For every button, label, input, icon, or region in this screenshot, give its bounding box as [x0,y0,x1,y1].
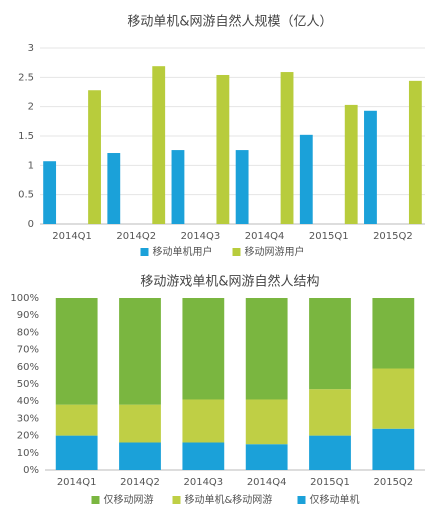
x-tick-label: 2015Q2 [373,231,413,242]
bar [344,104,358,224]
y-tick-label: 0.5 [18,190,34,201]
x-tick-label: 2015Q2 [373,477,413,488]
legend-label: 仅移动网游 [104,493,154,506]
bar-segment [55,404,98,436]
bar-segment [309,435,351,470]
x-tick-label: 2014Q3 [181,231,221,242]
y-tick-label: 1.5 [18,131,34,142]
legend-swatch [297,496,306,504]
bar [107,153,121,224]
bar-segment [119,298,161,405]
bar [235,150,249,224]
legend-label: 移动单机&移动网游 [185,493,273,506]
bar [43,161,57,224]
bar [171,150,185,224]
y-tick-label: 1 [28,160,34,171]
y-tick-label: 50% [17,379,39,390]
y-tick-label: 0 [28,219,34,230]
y-tick-label: 2.5 [18,72,34,83]
y-tick-label: 10% [17,448,39,459]
legend-swatch [172,496,181,504]
bar [216,74,230,224]
legend-swatch [91,496,100,504]
y-tick-label: 100% [10,293,39,304]
bar-segment [182,399,225,443]
bar-segment [245,298,288,400]
bar-segment [372,368,415,429]
y-tick-label: 30% [17,413,39,424]
y-tick-label: 70% [17,345,39,356]
x-tick-label: 2014Q1 [57,477,97,488]
y-tick-label: 80% [17,327,39,338]
bar-segment [55,435,98,470]
chart-title: 移动单机&网游自然人规模（亿人） [127,14,332,30]
y-tick-label: 20% [17,431,39,442]
legend-label: 移动网游用户 [245,245,305,258]
bar-segment [55,298,98,405]
x-tick-label: 2014Q2 [120,477,160,488]
y-tick-label: 2 [28,102,34,113]
bar-segment [119,442,161,470]
x-tick-label: 2014Q4 [245,231,285,242]
x-tick-label: 2015Q1 [310,477,350,488]
bar [408,80,422,224]
legend-swatch [232,248,241,256]
bar-segment [372,298,415,369]
legend-swatch [140,248,149,256]
bar-segment [119,404,161,443]
y-tick-label: 90% [17,310,39,321]
bar-segment [182,298,225,400]
y-tick-label: 0% [23,465,39,476]
chart-title: 移动游戏单机&网游自然人结构 [140,274,319,290]
x-tick-label: 2014Q1 [52,231,92,242]
y-tick-label: 60% [17,362,39,373]
legend-label: 移动单机用户 [153,245,213,258]
x-tick-label: 2014Q3 [183,477,223,488]
bar-segment [182,442,225,470]
x-tick-label: 2014Q2 [116,231,156,242]
x-tick-label: 2014Q4 [247,477,287,488]
bar-segment [309,298,351,390]
x-tick-label: 2015Q1 [309,231,349,242]
bar-segment [245,444,288,470]
legend-label: 仅移动单机 [310,493,360,506]
bar [88,90,101,225]
bar-segment [309,389,351,436]
bar [299,134,313,224]
y-tick-label: 40% [17,396,39,407]
bar-segment [245,399,288,445]
bar [364,110,377,224]
bar-segment [372,428,415,470]
bar [152,66,166,224]
bar [280,72,294,224]
y-tick-label: 3 [28,43,34,54]
